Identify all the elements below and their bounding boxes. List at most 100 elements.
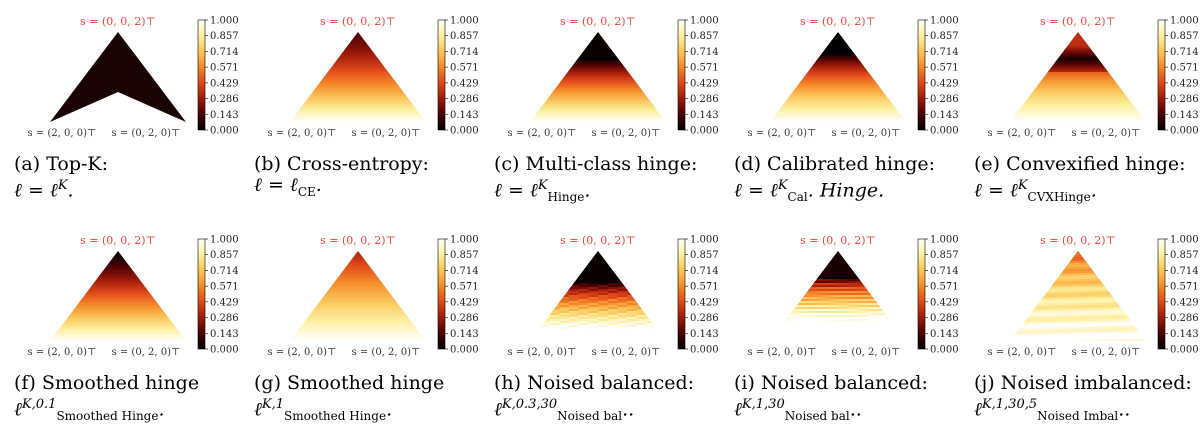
colorbar-tick-label: 0.429 [210, 297, 239, 308]
caption-label: (a) Top-K: [14, 153, 109, 175]
colorbar-tick-label: 1.000 [930, 235, 959, 246]
colorbar-tick-label: 1.000 [690, 16, 719, 27]
heatmap-fill [290, 251, 426, 341]
vertex-label-left: s = (2, 0, 0)⊤ [988, 347, 1057, 358]
colorbar-tick-label: 0.714 [210, 47, 239, 58]
vertex-label-top: s = (0, 0, 2)⊤ [560, 15, 636, 28]
vertex-label-right: s = (0, 2, 0)⊤ [352, 347, 421, 358]
vertex-label-left: s = (2, 0, 0)⊤ [748, 128, 817, 139]
vertex-label-left: s = (2, 0, 0)⊤ [28, 347, 97, 358]
colorbar-tick-label: 0.000 [930, 126, 959, 137]
heatmap-fill [1010, 251, 1146, 341]
colorbar-tick-label: 0.000 [210, 345, 239, 356]
simplex-plot: s = (0, 0, 2)⊤ s = (2, 0, 0)⊤ s = (0, 2, 0… [268, 15, 479, 139]
vertex-label-left: s = (2, 0, 0)⊤ [28, 128, 97, 139]
simplex-plot: s = (0, 0, 2)⊤ s = (2, 0, 0)⊤ s = (0, 2, 0… [748, 234, 959, 358]
colorbar [917, 19, 926, 131]
panel-caption: (b) Cross-entropy: ℓ = ℓCE. [254, 154, 484, 203]
vertex-label-top: s = (0, 0, 2)⊤ [80, 15, 156, 28]
colorbar-tick-label: 0.000 [450, 345, 479, 356]
colorbar-tick-label: 0.857 [690, 250, 719, 261]
caption-label: (d) Calibrated hinge: [734, 153, 936, 175]
caption-formula: ℓK,1,30Noised bal.. [734, 397, 862, 424]
vertex-label-top: s = (0, 0, 2)⊤ [560, 234, 636, 247]
colorbar-tick-label: 0.143 [690, 110, 719, 121]
colorbar-tick-label: 0.286 [930, 94, 959, 105]
colorbar-tick-label: 0.714 [450, 47, 479, 58]
colorbar-tick-label: 0.286 [1170, 94, 1199, 105]
colorbar-tick-label: 1.000 [210, 235, 239, 246]
caption-label: (i) Noised balanced: [734, 372, 928, 394]
colorbar-tick-label: 0.571 [1170, 282, 1199, 293]
colorbar [437, 19, 446, 131]
simplex-plot: s = (0, 0, 2)⊤ s = (2, 0, 0)⊤ s = (0, 2, 0… [748, 15, 959, 139]
caption-formula: ℓ = ℓKHinge. [494, 178, 591, 205]
colorbar [917, 238, 926, 350]
colorbar-tick-label: 0.857 [450, 250, 479, 261]
vertex-label-left: s = (2, 0, 0)⊤ [748, 347, 817, 358]
colorbar-tick-label: 0.429 [930, 78, 959, 89]
panel-h: s = (0, 0, 2)⊤ s = (2, 0, 0)⊤ s = (0, 2, 0… [480, 219, 720, 438]
colorbar-tick-label: 0.143 [930, 329, 959, 340]
colorbar-tick-label: 0.857 [930, 31, 959, 42]
colorbar-tick-label: 0.571 [930, 282, 959, 293]
colorbar-tick-label: 1.000 [930, 16, 959, 27]
colorbar-tick-label: 0.143 [210, 110, 239, 121]
colorbar-tick-label: 0.714 [1170, 266, 1199, 277]
vertex-label-right: s = (0, 2, 0)⊤ [352, 128, 421, 139]
colorbar-tick-label: 0.714 [930, 266, 959, 277]
colorbar-tick-label: 0.429 [450, 78, 479, 89]
vertex-label-right: s = (0, 2, 0)⊤ [112, 128, 181, 139]
colorbar-tick-label: 0.143 [930, 110, 959, 121]
panel-d: s = (0, 0, 2)⊤ s = (2, 0, 0)⊤ s = (0, 2, 0… [720, 0, 960, 219]
colorbar-tick-label: 0.714 [210, 266, 239, 277]
colorbar-tick-label: 0.571 [690, 282, 719, 293]
colorbar-tick-label: 0.714 [690, 266, 719, 277]
panel-a: s = (0, 0, 2)⊤ s = (2, 0, 0)⊤ s = (0, 2, 0… [0, 0, 240, 219]
heatmap-fill [530, 251, 666, 341]
colorbar-tick-label: 0.000 [930, 345, 959, 356]
colorbar-tick-label: 1.000 [210, 16, 239, 27]
vertex-label-right: s = (0, 2, 0)⊤ [1072, 128, 1141, 139]
colorbar-tick-label: 0.714 [450, 266, 479, 277]
vertex-label-right: s = (0, 2, 0)⊤ [112, 347, 181, 358]
vertex-label-top: s = (0, 0, 2)⊤ [800, 15, 876, 28]
simplex-plot: s = (0, 0, 2)⊤ s = (2, 0, 0)⊤ s = (0, 2, 0… [508, 234, 719, 358]
colorbar-tick-label: 0.000 [450, 126, 479, 137]
colorbar-tick-label: 0.143 [1170, 110, 1199, 121]
caption-formula: ℓ = ℓKCVXHinge. [974, 178, 1097, 205]
caption-formula: ℓ = ℓCE. [254, 174, 322, 199]
colorbar-tick-label: 0.143 [1170, 329, 1199, 340]
panel-caption: (c) Multi-class hinge: ℓ = ℓKHinge. [494, 154, 724, 208]
colorbar-tick-label: 0.714 [930, 47, 959, 58]
heatmap-fill [50, 251, 186, 341]
heatmap-fill [290, 32, 426, 122]
vertex-label-left: s = (2, 0, 0)⊤ [268, 347, 337, 358]
panel-j: s = (0, 0, 2)⊤ s = (2, 0, 0)⊤ s = (0, 2, 0… [960, 219, 1200, 438]
vertex-label-top: s = (0, 0, 2)⊤ [1040, 234, 1116, 247]
colorbar-tick-label: 0.571 [690, 63, 719, 74]
caption-label: (b) Cross-entropy: [254, 153, 429, 175]
caption-formula: ℓK,0.3,30Noised bal.. [494, 397, 635, 424]
vertex-label-left: s = (2, 0, 0)⊤ [508, 347, 577, 358]
panel-caption: (a) Top-K: ℓ = ℓK. [14, 154, 244, 201]
colorbar-tick-label: 0.857 [450, 31, 479, 42]
colorbar [677, 19, 686, 131]
colorbar-tick-label: 0.714 [690, 47, 719, 58]
caption-formula: ℓ = ℓK. [14, 178, 74, 202]
vertex-label-right: s = (0, 2, 0)⊤ [832, 128, 901, 139]
colorbar-tick-label: 0.571 [930, 63, 959, 74]
vertex-label-right: s = (0, 2, 0)⊤ [592, 128, 661, 139]
colorbar-tick-label: 1.000 [690, 235, 719, 246]
colorbar-tick-label: 0.286 [450, 94, 479, 105]
caption-formula: ℓK,1Smoothed Hinge. [254, 397, 393, 424]
panel-f: s = (0, 0, 2)⊤ s = (2, 0, 0)⊤ s = (0, 2, 0… [0, 219, 240, 438]
colorbar-tick-label: 0.571 [450, 63, 479, 74]
colorbar [677, 238, 686, 350]
colorbar-tick-label: 0.429 [450, 297, 479, 308]
colorbar-tick-label: 0.857 [1170, 31, 1199, 42]
heatmap-fill [770, 32, 906, 122]
colorbar-tick-label: 0.571 [210, 63, 239, 74]
heatmap-arrowhead [50, 32, 186, 122]
vertex-label-left: s = (2, 0, 0)⊤ [988, 128, 1057, 139]
